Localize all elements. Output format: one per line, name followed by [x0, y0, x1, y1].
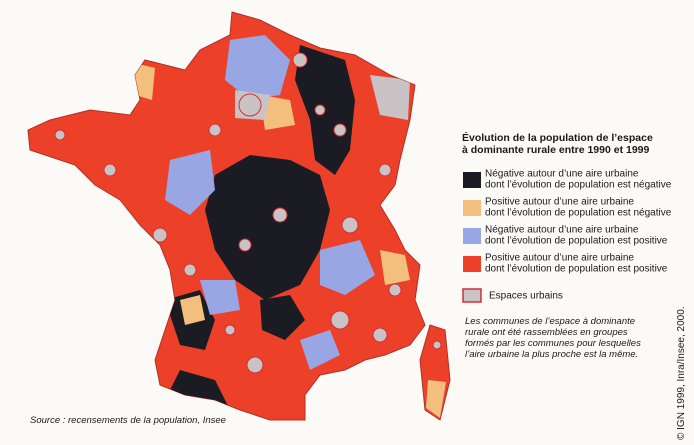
legend-label: Positive autour d’une aire urbaine [485, 253, 634, 264]
legend-label: Négative autour d’une aire urbaine [485, 225, 639, 236]
legend-label: dont l’évolution de population est négat… [485, 208, 672, 219]
note: Les communes de l’espace à dominanterura… [465, 316, 641, 360]
legend-swatch [463, 172, 481, 188]
legend-label: dont l’évolution de population est posit… [485, 264, 668, 275]
legend-title: Évolution de la population de l’espace [462, 131, 653, 144]
note-line: rurale ont été rassemblées en groupes [465, 327, 628, 338]
copyright: © IGN 1999, Inra/Insee, 2000. [676, 306, 687, 440]
legend-label: dont l’évolution de population est négat… [485, 180, 672, 191]
legend-label: Positive autour d’une aire urbaine [485, 197, 634, 208]
legend-title: à dominante rurale entre 1990 et 1999 [462, 144, 649, 156]
source: Source : recensements de la population, … [30, 415, 226, 426]
legend-swatch [463, 228, 481, 244]
legend-label: dont l’évolution de population est posit… [485, 236, 668, 247]
france-map [27, 11, 451, 421]
note-line: l’aire urbaine la plus proche est la mêm… [465, 349, 638, 360]
legend-swatch [462, 288, 482, 303]
legend-swatch [463, 200, 481, 216]
note-line: formés par les communes pour lesquelles [465, 338, 641, 349]
legend-swatch [463, 256, 481, 272]
legend-label: Espaces urbains [489, 291, 563, 302]
legend-label: Négative autour d’une aire urbaine [485, 169, 639, 180]
note-line: Les communes de l’espace à dominante [465, 316, 635, 327]
